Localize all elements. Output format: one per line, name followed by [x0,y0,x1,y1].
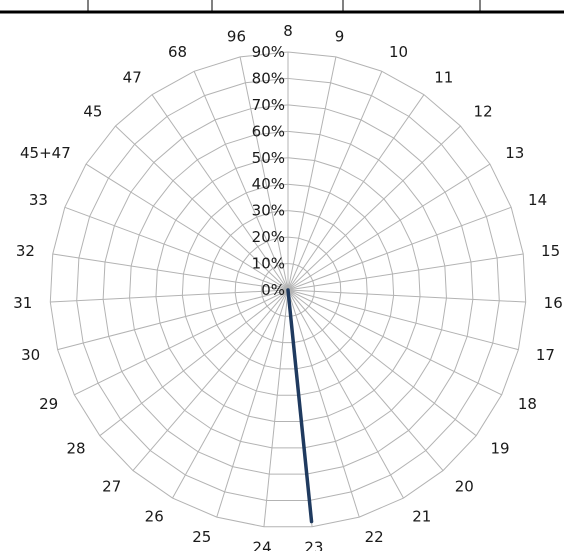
category-label-20: 20 [455,478,474,496]
category-label-14: 14 [528,191,547,209]
tick-label-0: 0% [261,281,285,299]
grid-spoke-29 [74,289,289,396]
grid-spoke-33 [64,206,289,291]
grid-spoke-13 [287,163,491,291]
grid-spoke-18 [287,289,502,396]
grid-ring-80 [76,77,500,501]
category-label-18: 18 [518,395,537,413]
tick-label-60: 60% [252,122,285,140]
tick-label-70: 70% [252,96,285,114]
category-label-28: 28 [66,440,85,458]
category-label-17: 17 [536,346,555,364]
category-label-22: 22 [365,528,384,546]
category-label-30: 30 [21,346,40,364]
grid-spoke-9 [287,56,337,291]
category-label-47: 47 [123,68,142,86]
grid-spoke-11 [287,94,425,291]
category-label-45-47: 45+47 [20,144,71,162]
category-label-96: 96 [227,27,246,45]
grid-spoke-14 [287,206,512,291]
category-label-25: 25 [192,528,211,546]
category-label-26: 26 [145,507,164,525]
category-label-9: 9 [335,27,345,45]
tick-label-80: 80% [252,69,285,87]
grid-ring-60 [129,130,447,449]
category-label-31: 31 [13,294,32,312]
grid-ring-90 [49,51,527,528]
category-label-11: 11 [434,68,453,86]
radial-tick-labels: 0% 10% 20% 30% 40% 50% 60% 70% 80% 90% [252,43,285,299]
category-label-68: 68 [168,43,187,61]
category-label-10: 10 [389,43,408,61]
grid-spoke-28 [99,289,289,437]
grid-spoke-31 [50,289,289,303]
grid-ring-50 [155,157,421,423]
category-label-29: 29 [39,395,58,413]
grid-ring-70 [102,104,474,475]
grid-spoke-26 [172,289,289,499]
grid-spoke-12 [287,125,461,291]
series-line-0 [286,288,314,524]
grid-ring-30 [208,210,368,370]
category-label-33: 33 [29,191,48,209]
grid-spoke-15 [287,253,524,291]
grid-spoke-47 [151,94,289,291]
grid-spoke-27 [132,289,289,471]
grid-spoke-96 [239,56,289,291]
grid-spoke-24 [263,289,289,527]
category-label-45: 45 [83,103,102,121]
tick-label-20: 20% [252,228,285,246]
tick-label-90: 90% [252,43,285,61]
grid-spoke-17 [287,289,519,351]
radar-grid [49,51,527,528]
category-label-15: 15 [541,242,560,260]
grid-spoke-19 [287,289,477,437]
table-border-fragment [0,0,564,14]
tick-label-50: 50% [252,149,285,167]
grid-spoke-32 [52,253,289,291]
category-labels: 8 9 10 11 12 13 14 15 16 17 18 19 20 21 22 23 24 25 26 27 28… [13,22,563,551]
category-label-24: 24 [253,539,272,551]
category-label-13: 13 [505,144,524,162]
grid-spoke-21 [287,289,404,499]
category-label-27: 27 [102,478,121,496]
grid-ring-10 [261,263,315,317]
category-label-8: 8 [283,22,293,40]
grid-ring-40 [181,183,395,396]
category-label-23: 23 [304,539,323,551]
tick-label-30: 30% [252,202,285,220]
tick-label-40: 40% [252,175,285,193]
grid-spoke-30 [57,289,289,351]
category-label-32: 32 [16,242,35,260]
grid-spoke-10 [287,71,383,291]
grid-ring-20 [234,236,342,344]
grid-spoke-20 [287,289,444,471]
category-label-21: 21 [412,507,431,525]
grid-spoke-25 [216,289,289,518]
category-label-16: 16 [544,294,563,312]
grid-spoke-68 [193,71,289,291]
tick-label-10: 10% [252,255,285,273]
series-lines [286,288,314,524]
category-label-19: 19 [490,440,509,458]
grid-spoke-45 [115,125,289,291]
grid-spoke-45+47 [85,163,289,291]
grid-spoke-16 [287,289,526,303]
category-label-12: 12 [474,103,493,121]
grid-spoke-22 [287,289,360,518]
